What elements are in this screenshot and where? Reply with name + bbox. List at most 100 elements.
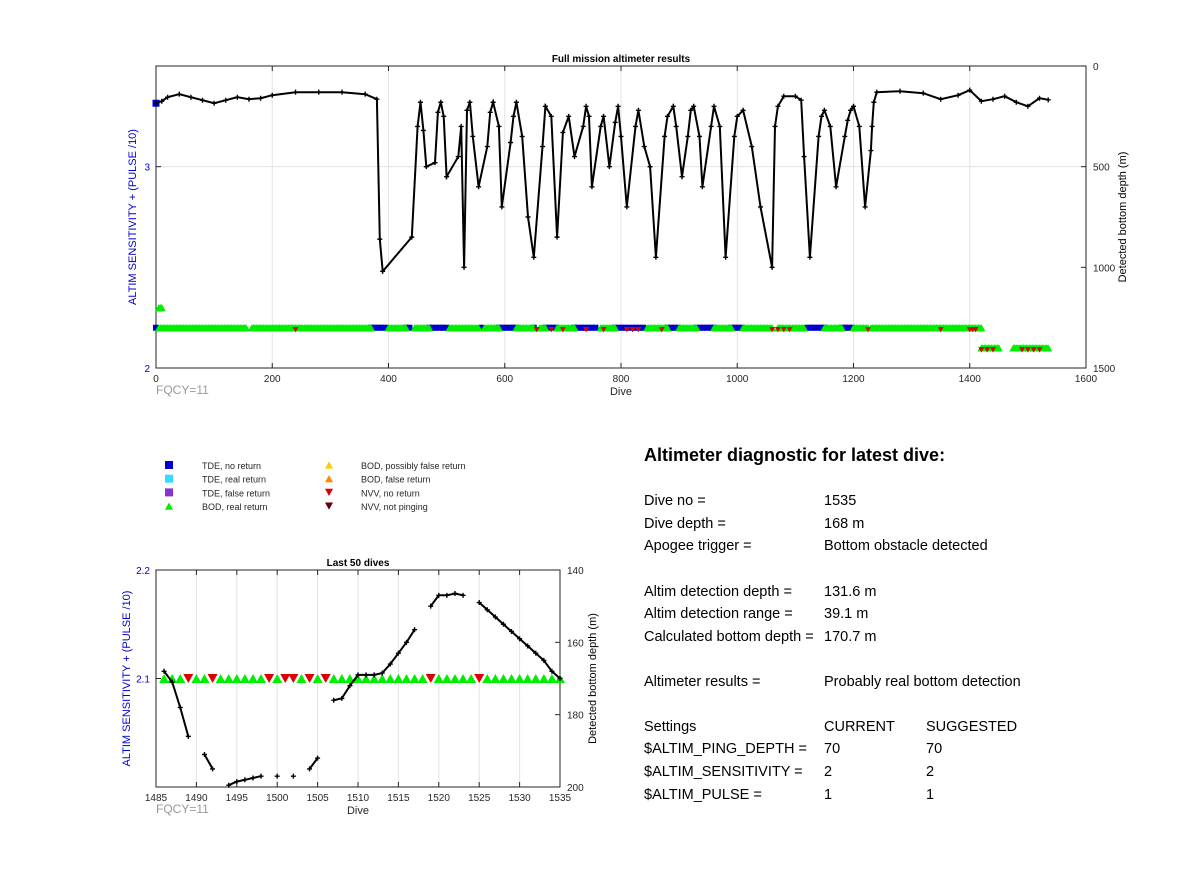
fqcy-annotation: FQCY=11 [156,802,209,816]
setting-current: 1 [824,787,833,803]
bod-real-return-marker [530,674,541,683]
legend-marker [325,488,333,496]
legend-label: NVV, not pinging [361,502,428,512]
bottom-depth-point [874,89,880,95]
bottom-depth-point [618,133,624,139]
bottom-depth-point [169,679,175,685]
altimeter-diagnostic-panel: Altimeter diagnostic for latest dive: Di… [644,445,1164,803]
tde-no-return-marker [671,324,678,331]
nvv-no-return-marker [207,674,218,683]
bottom-depth-point [234,94,240,100]
bod-real-return-marker [727,324,736,332]
bottom-depth-point [428,603,434,609]
bottom-depth-point [851,103,856,109]
tde-no-return-marker [804,324,810,331]
x-tick-label: 1520 [428,793,451,804]
bod-real-return-marker [367,324,376,332]
bottom-depth-point [490,99,496,105]
bottom-depth-point [807,254,813,260]
bod-real-return-marker [541,324,550,332]
nvv-no-return-marker [320,674,331,683]
y-right-tick-label: 1500 [1093,364,1116,375]
current-label: CURRENT [824,719,895,735]
bottom-depth-point [653,254,659,260]
bottom-depth-point [293,89,298,95]
diagnostic-title: Altimeter diagnostic for latest dive: [644,445,946,465]
bod-real-return-marker [401,674,412,683]
bod-real-return-marker [385,674,396,683]
x-tick-label: 0 [153,374,159,385]
fqcy-annotation: FQCY=11 [156,383,209,397]
bod-real-return-marker [692,324,701,332]
bod-real-return-marker [159,674,170,683]
bottom-depth-point [460,592,466,598]
bod-real-return-marker [466,674,477,683]
bod-real-return-marker [474,324,483,332]
tde-no-return-marker [578,324,585,331]
nvv-no-return-marker [978,347,985,353]
bottom-depth-point [624,204,630,210]
x-tick-label: 800 [613,374,630,385]
detection-range-label: Altim detection range = [644,606,793,622]
legend-label: NVV, no return [361,488,420,498]
nvv-no-return-marker [865,327,872,333]
bottom-depth-point [519,133,525,139]
bottom-depth-point [819,113,825,119]
chart-title: Last 50 dives [327,558,390,569]
x-tick-label: 1525 [468,793,491,804]
tde-no-return-marker [704,324,711,331]
y-right-axis-label: Detected bottom depth (m) [1117,152,1129,283]
x-tick-label: 1530 [508,793,531,804]
tde-no-return-marker [440,324,447,331]
nvv-no-return-marker [280,674,291,683]
bottom-depth-point [662,133,668,139]
bottom-depth-point [165,94,171,100]
tde-no-return-marker [842,324,849,331]
bottom-depth-point [484,144,490,150]
legend-label: TDE, false return [202,488,270,498]
bottom-depth-point [269,92,275,98]
bottom-depth-point [955,92,961,98]
tde-no-return-marker [506,324,513,331]
bottom-depth-point [444,592,450,598]
bottom-depth-point [508,140,514,146]
bod-real-return-marker [157,304,166,312]
bottom-depth-point [641,144,647,150]
bod-real-return-marker [498,674,509,683]
nvv-no-return-marker [937,327,944,333]
bottom-depth-point [833,184,839,190]
bottom-depth-point [417,99,423,105]
bottom-depth-point [572,154,577,160]
bottom-depth-point [499,204,505,210]
bod-real-return-marker [994,344,1003,352]
bottom-depth-point [967,87,973,93]
setting-suggested: 70 [926,741,943,757]
tde-no-return-marker [436,324,443,331]
legend-marker [325,502,333,510]
bottom-depth-point [436,592,442,598]
y-right-tick-label: 500 [1093,163,1110,174]
bottom-depth-point [688,107,694,113]
bottom-depth-point [461,264,467,270]
x-tick-label: 1600 [1075,374,1098,385]
nvv-no-return-marker [292,327,299,333]
nvv-no-return-marker [1030,347,1037,353]
bottom-depth-point [557,676,563,681]
bottom-depth-point [769,264,775,270]
bottom-depth-point [380,268,386,274]
bottom-depth-point [862,204,868,210]
tde-no-return-marker [735,324,742,331]
bottom-depth-point [188,94,194,100]
bottom-depth-point [842,133,848,139]
bottom-depth-point [517,636,523,642]
bottom-depth-point [1037,95,1042,101]
bottom-depth-point [871,99,877,105]
setting-name: $ALTIM_PULSE = [644,787,762,803]
bottom-depth-point [347,683,353,689]
nvv-no-return-marker [304,674,315,683]
bottom-depth-point [492,614,498,620]
nvv-no-return-marker [583,327,590,333]
bottom-depth-point [339,695,345,701]
detection-depth-label: Altim detection depth = [644,584,792,600]
bottom-depth-point [395,650,401,656]
